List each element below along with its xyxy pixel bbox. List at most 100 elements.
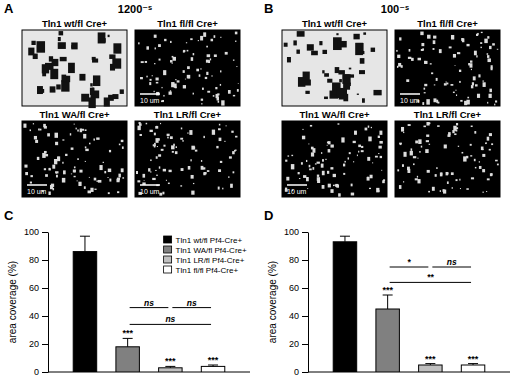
- micrograph-speck: [45, 174, 48, 177]
- micrograph-speck: [378, 146, 381, 149]
- y-tick-label: 60: [289, 283, 299, 293]
- significance: ***: [165, 356, 176, 366]
- micrograph-speck: [157, 146, 158, 148]
- micrograph-speck: [338, 70, 344, 74]
- micrograph-speck: [146, 46, 149, 49]
- y-tick: 60: [289, 283, 308, 293]
- micrograph-speck: [93, 139, 95, 141]
- micrograph-speck: [378, 136, 380, 138]
- micrograph-speck: [451, 172, 454, 175]
- micrograph-speck: [161, 149, 164, 151]
- micrograph-speck: [104, 97, 110, 106]
- micrograph-speck: [435, 174, 437, 177]
- micrograph-speck: [85, 129, 87, 131]
- micrograph-speck: [457, 52, 460, 54]
- micrograph-speck: [328, 141, 331, 144]
- micrograph-speck: [418, 58, 421, 61]
- micrograph-speck: [94, 178, 97, 181]
- image-label: Tln1 WA/fl Cre+: [40, 109, 110, 120]
- micrograph-speck: [198, 40, 199, 41]
- micrograph-speck: [181, 128, 182, 130]
- y-tick-mark: [42, 316, 48, 317]
- error-bar: [383, 295, 393, 309]
- micrograph-speck: [219, 124, 220, 126]
- micrograph-speck: [367, 177, 370, 181]
- micrograph-speck: [218, 101, 220, 103]
- micrograph-speck: [321, 164, 324, 168]
- micrograph-speck: [324, 97, 328, 100]
- bracket-label: ns: [447, 257, 457, 267]
- micrograph-speck: [481, 147, 484, 150]
- micrograph-speck: [298, 77, 305, 87]
- micrograph-speck: [187, 66, 190, 69]
- micrograph-speck: [158, 44, 161, 47]
- micrograph-speck: [160, 123, 161, 124]
- micrograph-speck: [327, 144, 328, 146]
- micrograph-speck: [225, 125, 226, 127]
- micrograph-speck: [475, 84, 478, 86]
- micrograph-speck: [475, 167, 477, 168]
- bar: [201, 366, 224, 372]
- micrograph-speck: [312, 167, 314, 170]
- micrograph-speck: [489, 94, 492, 98]
- y-tick-label: 0: [294, 367, 299, 377]
- micrograph-speck: [183, 50, 185, 52]
- micrograph-speck: [217, 93, 219, 95]
- micrograph-speck: [181, 168, 184, 171]
- micrograph-speck: [74, 170, 76, 172]
- micrograph-speck: [163, 70, 166, 75]
- micrograph-speck: [400, 143, 402, 145]
- micrograph-speck: [104, 171, 106, 173]
- micrograph-speck: [218, 169, 221, 172]
- micrograph-speck: [349, 152, 351, 154]
- micrograph-speck: [73, 169, 76, 172]
- micrograph-speck: [403, 152, 406, 157]
- micrograph-speck: [489, 89, 492, 93]
- micrograph-speck: [215, 87, 217, 89]
- micrograph-speck: [155, 126, 158, 129]
- micrograph-speck: [399, 185, 401, 189]
- scale-bar-label: 10 um: [400, 97, 420, 104]
- micrograph-speck: [437, 125, 440, 127]
- scale-bar-label: 10 um: [287, 188, 307, 195]
- micrograph-speck: [452, 187, 453, 189]
- micrograph-speck: [311, 51, 318, 56]
- micrograph-speck: [470, 144, 472, 146]
- micrograph-speck: [119, 144, 121, 146]
- micrograph-speck: [361, 150, 364, 152]
- micrograph-speck: [85, 146, 87, 148]
- micrograph-speck: [471, 126, 473, 128]
- micrograph-speck: [108, 192, 110, 194]
- micrograph-speck: [338, 193, 341, 196]
- legend-label: Tln1 LR/fl Pf4-Cre+: [176, 256, 245, 265]
- micrograph-speck: [68, 63, 75, 73]
- micrograph-speck: [421, 43, 424, 46]
- micrograph-speck: [333, 185, 334, 186]
- micrograph-speck: [307, 188, 308, 190]
- micrograph-speck: [379, 131, 382, 135]
- micrograph-speck: [407, 169, 410, 173]
- micrograph-speck: [487, 55, 489, 58]
- micrograph-speck: [344, 161, 345, 163]
- micrograph-ground: [22, 30, 127, 106]
- micrograph-speck: [177, 80, 180, 82]
- micrograph-speck: [62, 178, 65, 183]
- micrograph-speck: [333, 174, 336, 177]
- micrograph-speck: [367, 157, 370, 161]
- image-label: Tln1 wt/fl Cre+: [302, 18, 368, 29]
- y-tick-mark: [42, 232, 48, 233]
- micrograph-speck: [322, 159, 324, 162]
- image-label: Tln1 LR/fl Cre+: [414, 109, 482, 120]
- panel-letter: C: [4, 208, 14, 223]
- error-bar: [208, 365, 218, 366]
- scale-bar: [140, 184, 160, 186]
- micrograph-speck: [107, 176, 108, 178]
- micrograph-speck: [359, 70, 365, 74]
- micrograph: [395, 121, 500, 197]
- panel-letter: B: [264, 1, 273, 16]
- micrograph-speck: [77, 158, 79, 160]
- micrograph-speck: [84, 186, 86, 189]
- micrograph-speck: [50, 69, 58, 79]
- micrograph-speck: [408, 57, 411, 59]
- micrograph-speck: [175, 151, 178, 154]
